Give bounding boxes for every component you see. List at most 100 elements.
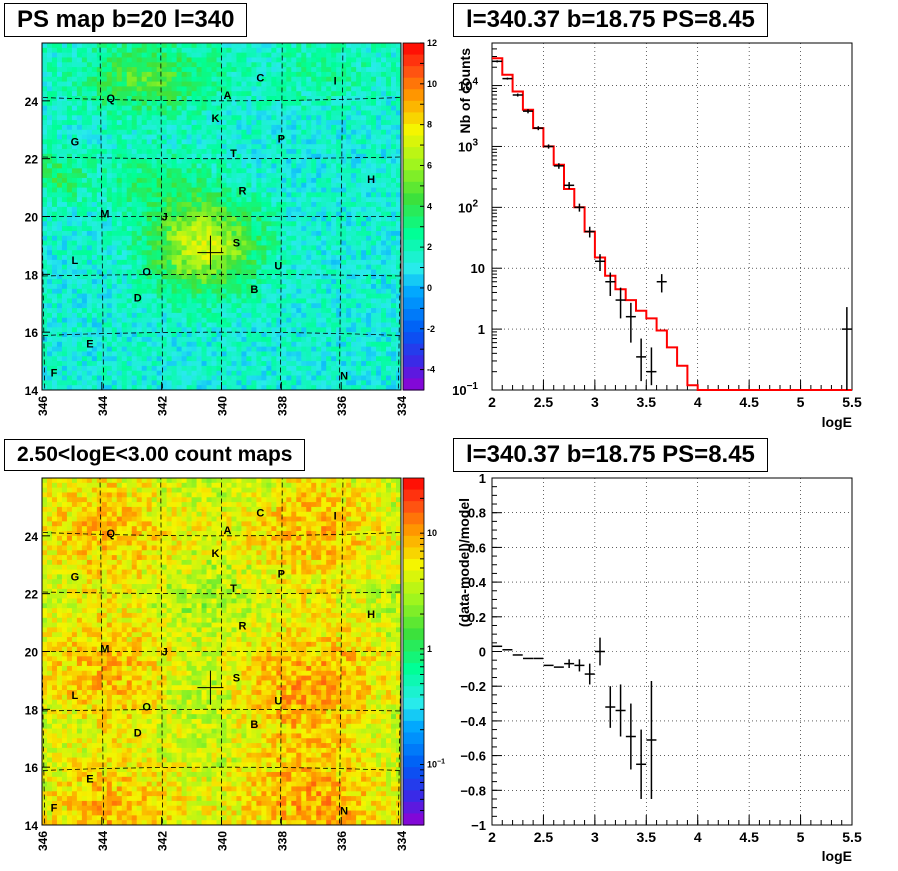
heatmap-cell: [151, 81, 158, 87]
heatmap-cell: [216, 158, 223, 165]
heatmap-cell: [366, 149, 372, 155]
heatmap-cell: [131, 173, 138, 179]
heatmap-cell: [251, 255, 258, 261]
heatmap-cell: [321, 259, 327, 266]
heatmap-cell: [286, 168, 292, 174]
heatmap-cell: [236, 221, 243, 227]
heatmap-cell: [106, 274, 113, 280]
heatmap-cell: [266, 385, 272, 390]
heatmap-cell: [346, 255, 352, 261]
heatmap-cell: [61, 52, 68, 59]
heatmap-cell: [91, 76, 98, 83]
heatmap-cell: [176, 298, 183, 304]
heatmap-cell: [336, 356, 342, 362]
heatmap-cell: [311, 317, 317, 324]
heatmap-cell: [356, 120, 362, 126]
heatmap-cell: [76, 43, 83, 49]
heatmap-cell: [61, 192, 68, 198]
heatmap-cell: [201, 211, 208, 218]
heatmap-cell: [51, 303, 58, 309]
heatmap-cell: [231, 153, 238, 160]
heatmap-cell: [366, 134, 372, 140]
heatmap-cell: [151, 62, 158, 68]
heatmap-cell: [201, 47, 208, 54]
heatmap-cell: [286, 250, 292, 256]
heatmap-cell: [166, 139, 173, 145]
heatmap-cell: [126, 91, 133, 97]
heatmap-cell: [316, 312, 322, 319]
heatmap-cell: [196, 134, 203, 140]
heatmap-cell: [281, 293, 287, 300]
heatmap-cell: [76, 139, 83, 145]
heatmap-cell: [151, 293, 158, 300]
heatmap-cell: [201, 86, 208, 92]
heatmap-cell: [236, 230, 243, 237]
heatmap-cell: [336, 187, 342, 193]
heatmap-cell: [231, 235, 238, 242]
heatmap-cell: [251, 240, 258, 247]
heatmap-cell: [351, 206, 357, 213]
heatmap-cell: [42, 216, 48, 222]
heatmap-cell: [306, 163, 312, 169]
heatmap-cell: [76, 235, 83, 242]
heatmap-cell: [146, 76, 153, 83]
heatmap-cell: [361, 250, 367, 256]
heatmap-cell: [101, 230, 108, 237]
heatmap-cell: [196, 110, 203, 116]
heatmap-cell: [371, 110, 377, 116]
heatmap-cell: [111, 67, 118, 73]
heatmap-cell: [216, 173, 223, 179]
heatmap-cell: [206, 115, 213, 121]
heatmap-cell: [311, 182, 317, 189]
heatmap-cell: [266, 173, 272, 179]
heatmap-cell: [256, 91, 262, 97]
heatmap-cell: [161, 336, 168, 343]
heatmap-cell: [46, 71, 53, 78]
heatmap-cell: [226, 202, 233, 208]
heatmap-cell: [136, 279, 143, 285]
heatmap-cell: [281, 67, 287, 73]
heatmap-cell: [366, 269, 372, 275]
heatmap-cell: [246, 365, 253, 372]
heatmap-cell: [146, 245, 153, 251]
heatmap-cell: [46, 279, 53, 285]
heatmap-cell: [306, 110, 312, 116]
heatmap-cell: [156, 288, 163, 295]
heatmap-cell: [121, 163, 128, 169]
heatmap-cell: [296, 91, 302, 97]
heatmap-cell: [121, 259, 128, 266]
heatmap-cell: [331, 86, 337, 92]
heatmap-cell: [176, 110, 183, 116]
heatmap-cell: [141, 76, 148, 83]
heatmap-cell: [136, 293, 143, 300]
heatmap-cell: [136, 385, 143, 390]
heatmap-cell: [311, 52, 317, 59]
heatmap-cell: [331, 43, 337, 49]
heatmap-cell: [371, 139, 377, 145]
heatmap-cell: [151, 279, 158, 285]
heatmap-cell: [206, 274, 213, 280]
heatmap-cell: [246, 144, 253, 150]
heatmap-cell: [221, 308, 228, 314]
heatmap-cell: [146, 250, 153, 256]
heatmap-cell: [206, 332, 213, 338]
heatmap-cell: [226, 250, 233, 256]
heatmap-cell: [131, 163, 138, 169]
heatmap-cell: [121, 341, 128, 348]
heatmap-cell: [146, 361, 153, 367]
heatmap-cell: [56, 105, 63, 112]
heatmap-cell: [96, 230, 103, 237]
heatmap-cell: [381, 385, 387, 390]
heatmap-cell: [271, 327, 277, 333]
heatmap-cell: [121, 120, 128, 126]
heatmap-cell: [221, 100, 228, 107]
heatmap-cell: [256, 361, 262, 367]
heatmap-cell: [126, 105, 133, 112]
heatmap-cell: [211, 336, 218, 343]
heatmap-cell: [211, 202, 218, 208]
heatmap-cell: [151, 129, 158, 136]
heatmap-cell: [181, 351, 188, 357]
heatmap-cell: [276, 163, 282, 169]
heatmap-cell: [296, 370, 302, 377]
heatmap-cell: [291, 298, 297, 304]
